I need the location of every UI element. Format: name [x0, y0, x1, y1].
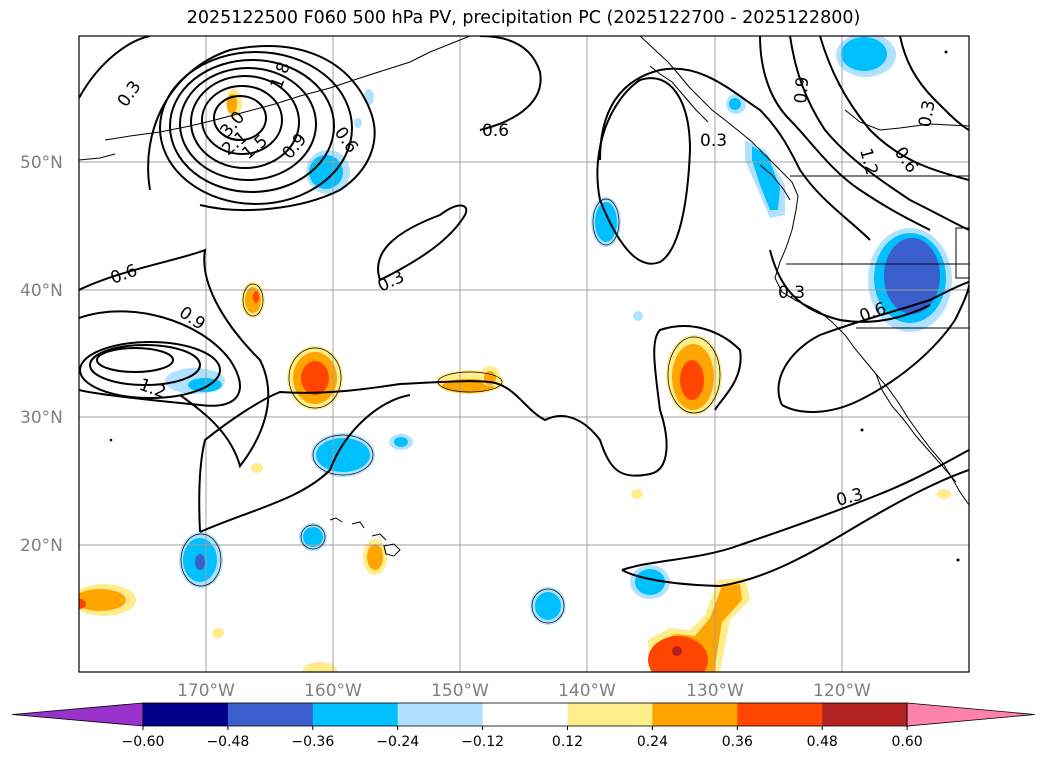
lon-label-150: 150°W [431, 681, 489, 701]
colorbar-tick-label: −0.60 [122, 734, 165, 750]
pv-contours [79, 36, 969, 588]
colorbar-bin [822, 703, 908, 726]
contour-label-0.3-bc: 0.3 [700, 131, 727, 151]
precip-positive [79, 89, 951, 672]
contour-label-0.3-ne: 0.3 [915, 99, 939, 129]
colorbar-tick-label: 0.36 [722, 734, 753, 750]
precip-shading [79, 36, 952, 672]
lon-label-130: 130°W [686, 681, 744, 701]
colorbar-tick-label: 0.12 [552, 734, 583, 750]
lon-label-140: 140°W [558, 681, 616, 701]
contour-label-0.3-ca: 0.3 [778, 283, 805, 303]
graticule [79, 36, 969, 672]
colorbar-bin [567, 703, 653, 726]
contour-label-0.6-n: 0.6 [482, 121, 509, 141]
precip-negative [165, 36, 952, 625]
map-frame [78, 35, 970, 673]
colorbar-tick-label: 0.48 [807, 734, 838, 750]
lat-label-40: 40°N [20, 281, 63, 301]
map-title: 2025122500 F060 500 hPa PV, precipitatio… [186, 8, 861, 28]
colorbar-extend-high [906, 702, 1036, 727]
colorbar-tick-label: −0.24 [376, 734, 419, 750]
colorbar-bin [227, 703, 314, 726]
colorbar-bin [482, 703, 568, 726]
precip-outlines [180, 198, 721, 624]
colorbar-tick-label: −0.48 [206, 734, 249, 750]
lon-label-160: 160°W [304, 681, 362, 701]
lon-label-170: 170°W [177, 681, 235, 701]
lat-label-20: 20°N [20, 536, 63, 556]
colorbar-extend-low [11, 702, 144, 727]
colorbar-tick-label: 0.24 [637, 734, 668, 750]
colorbar-bin [397, 703, 484, 726]
colorbar-bin [737, 703, 823, 726]
colorbar-tick-label: −0.12 [461, 734, 504, 750]
longitude-labels: 170°W 160°W 150°W 140°W 130°W 120°W [177, 681, 871, 701]
colorbar-frame [142, 702, 908, 727]
colorbar-bin [652, 703, 738, 726]
map-panel [79, 36, 969, 672]
colorbar-bin [312, 703, 399, 726]
colorbar: −0.60 −0.48 −0.36 −0.24 −0.12 0.12 0.24 0.36 0.4… [11, 702, 1036, 750]
colorbar-bin [143, 703, 229, 726]
colorbar-tick-label: −0.36 [291, 734, 334, 750]
lon-label-120: 120°W [813, 681, 871, 701]
latitude-labels: 50°N 40°N 30°N 20°N [20, 153, 63, 556]
contour-label-0.9-ne: 0.9 [791, 76, 813, 105]
colorbar-tick-label: 0.60 [892, 734, 923, 750]
lat-label-50: 50°N [20, 153, 63, 173]
lat-label-30: 30°N [20, 408, 63, 428]
